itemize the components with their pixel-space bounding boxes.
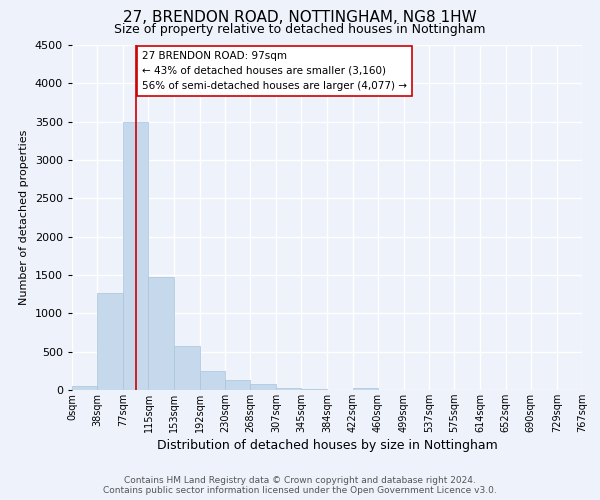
Text: 27 BRENDON ROAD: 97sqm
← 43% of detached houses are smaller (3,160)
56% of semi-: 27 BRENDON ROAD: 97sqm ← 43% of detached…	[142, 51, 407, 90]
Text: Contains HM Land Registry data © Crown copyright and database right 2024.
Contai: Contains HM Land Registry data © Crown c…	[103, 476, 497, 495]
Bar	[250, 384, 276, 390]
Bar	[148, 276, 174, 390]
Bar	[225, 380, 250, 390]
Bar	[123, 122, 148, 390]
Bar	[174, 346, 200, 390]
Bar	[97, 292, 123, 390]
Y-axis label: Number of detached properties: Number of detached properties	[19, 130, 29, 305]
X-axis label: Distribution of detached houses by size in Nottingham: Distribution of detached houses by size …	[157, 439, 497, 452]
Bar	[301, 389, 328, 390]
Text: Size of property relative to detached houses in Nottingham: Size of property relative to detached ho…	[114, 22, 486, 36]
Text: 27, BRENDON ROAD, NOTTINGHAM, NG8 1HW: 27, BRENDON ROAD, NOTTINGHAM, NG8 1HW	[123, 10, 477, 25]
Bar	[353, 388, 378, 390]
Bar	[200, 371, 225, 390]
Bar	[72, 386, 97, 390]
Bar	[276, 388, 301, 390]
